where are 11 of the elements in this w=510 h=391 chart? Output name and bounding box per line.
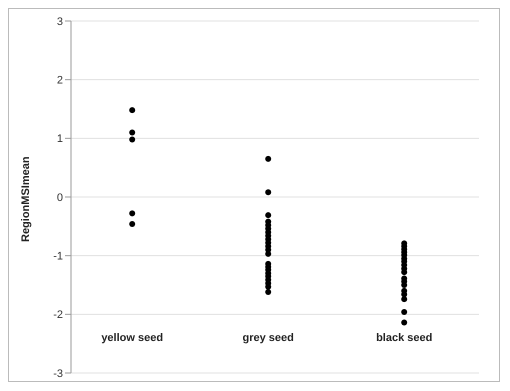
x-tick-label: yellow seed — [101, 332, 164, 344]
y-tick-label: -2 — [53, 309, 63, 322]
y-tick-label: 2 — [56, 74, 63, 87]
y-tick-label: 1 — [56, 133, 63, 146]
x-tick-label: black seed — [376, 332, 432, 344]
y-tick-label: -3 — [53, 368, 63, 380]
y-axis-title: RegionMSImean — [20, 156, 32, 242]
x-tick-label: grey seed — [242, 332, 294, 344]
y-tick-label: -1 — [53, 250, 63, 263]
y-tick-label: 0 — [56, 192, 63, 204]
y-tick-label: 3 — [56, 16, 63, 28]
